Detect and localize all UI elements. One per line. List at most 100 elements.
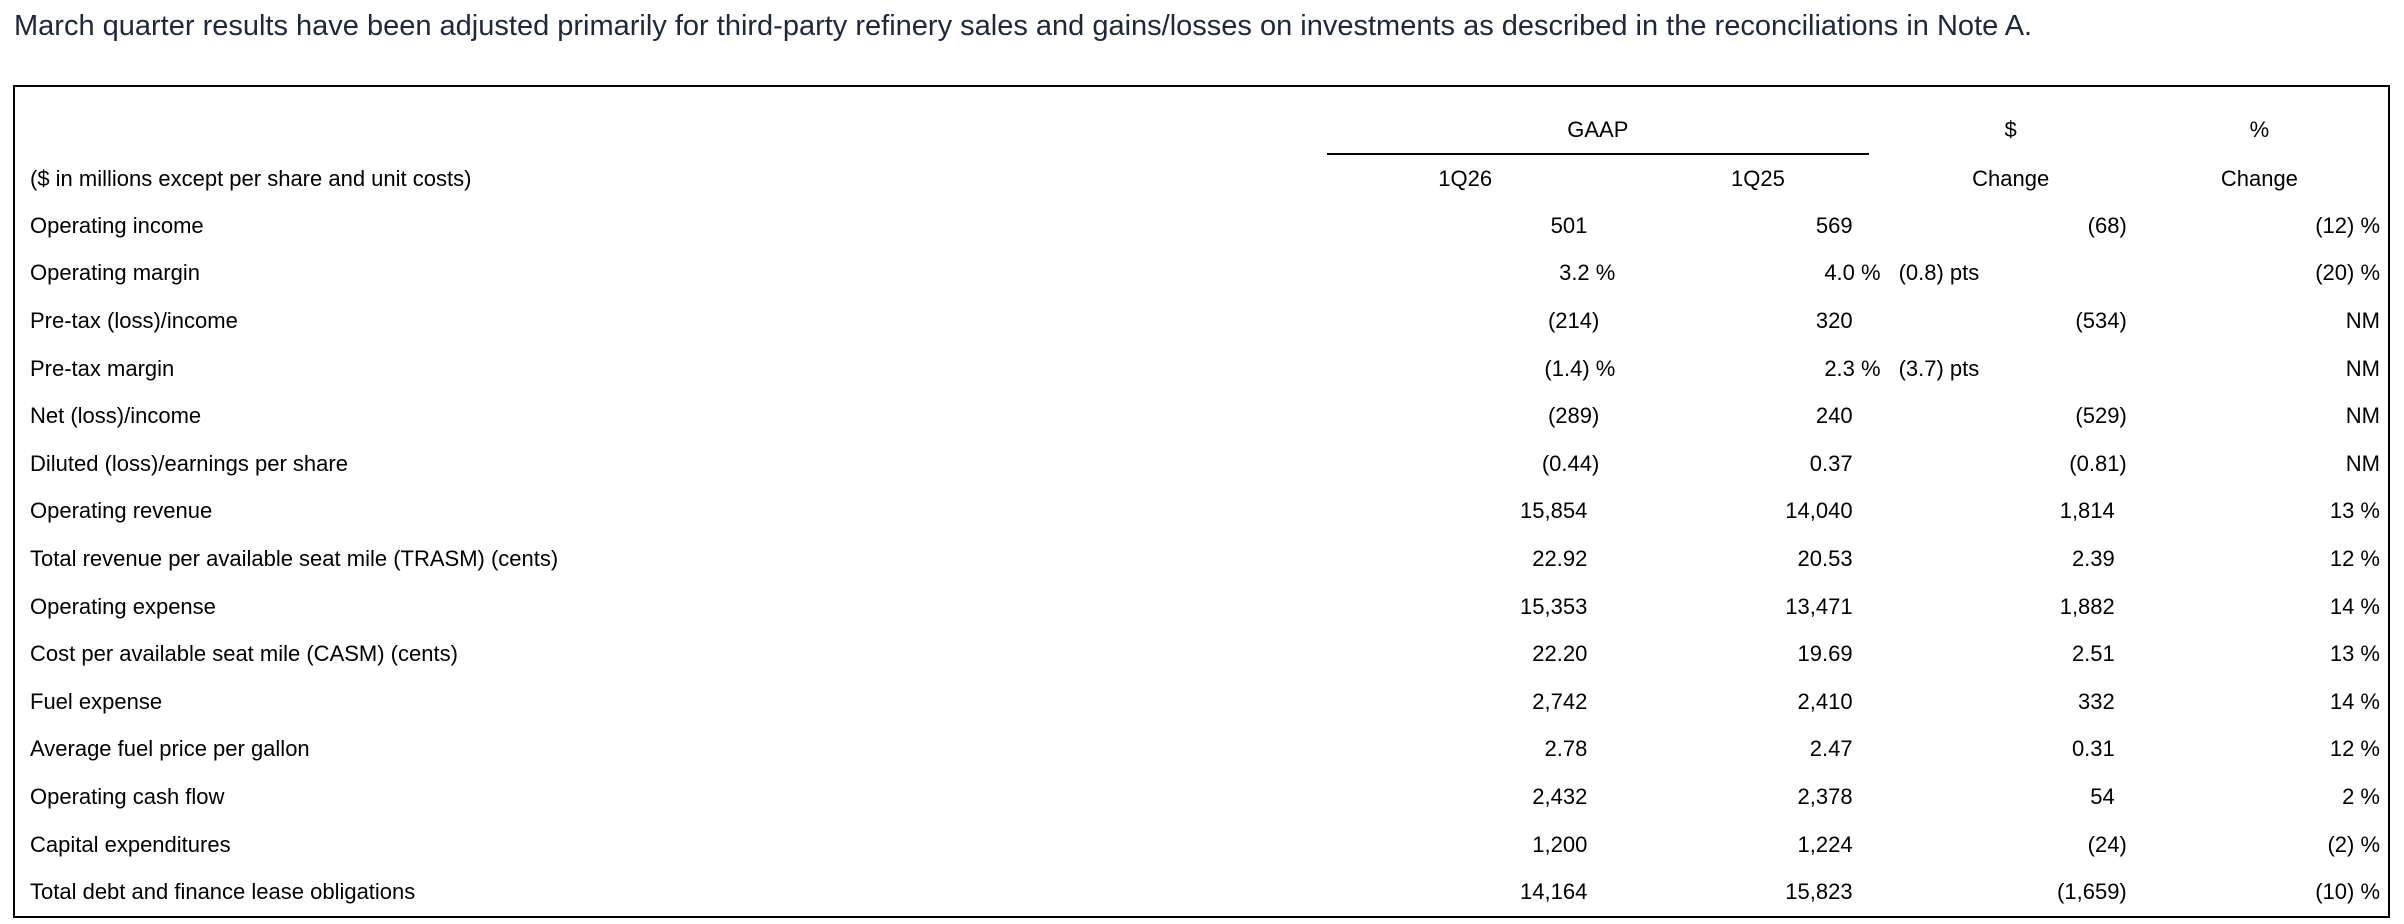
col-header-1q25: 1Q25 [1731, 165, 1785, 191]
cell-1q26: 22.20 [1532, 641, 1588, 667]
cell-dollar-change: (0.81) [2069, 450, 2127, 476]
cell-points-change [1891, 773, 2006, 821]
table-row: Operating cash flow 2,432 2,378 54 2 % [14, 773, 2389, 821]
cell-1q26: 2,432 [1532, 783, 1588, 809]
table-row: Net (loss)/income (289) 240 (529) NM [14, 392, 2389, 440]
table-row: Pre-tax (loss)/income (214) 320 (534) NM [14, 297, 2389, 345]
cell-percent-change: (20) % [2315, 260, 2380, 286]
table-row: Operating expense 15,353 13,471 1,882 14… [14, 583, 2389, 631]
dollar-group-header: $ [2004, 117, 2017, 142]
cell-points-change: (0.8) pts [1898, 260, 1980, 286]
cell-percent-change: NM [2345, 355, 2380, 381]
percent-group-header: % [2249, 117, 2270, 142]
cell-dollar-change [2006, 345, 2131, 393]
cell-points-change [1891, 726, 2006, 774]
table-row: Diluted (loss)/earnings per share (0.44)… [14, 440, 2389, 488]
cell-1q26: (289) [1547, 403, 1600, 429]
cell-points-change [1891, 297, 2006, 345]
row-label: Net (loss)/income [30, 403, 202, 429]
results-table: GAAP $ % ($ in millions except per share… [13, 85, 2390, 918]
col-header-1q26: 1Q26 [1438, 165, 1493, 191]
cell-1q26: 14,164 [1520, 879, 1588, 905]
cell-1q25: 1,224 [1797, 831, 1853, 857]
cell-dollar-change: (1,659) [2057, 879, 2127, 905]
table-row: Pre-tax margin (1.4) % 2.3 % (3.7) pts N… [14, 345, 2389, 393]
cell-percent-change: (12) % [2315, 212, 2380, 238]
cell-1q26: 15,854 [1520, 498, 1588, 524]
cell-percent-change: NM [2345, 307, 2380, 333]
cell-1q26: (0.44) [1541, 450, 1600, 476]
cell-points-change [1891, 202, 2006, 250]
cell-1q25: 320 [1815, 307, 1853, 333]
cell-points-change [1891, 583, 2006, 631]
table-row: Average fuel price per gallon 2.78 2.47 … [14, 726, 2389, 774]
cell-1q25: 20.53 [1797, 545, 1853, 571]
cell-1q26: 501 [1550, 212, 1588, 238]
cell-dollar-change: 1,882 [2059, 593, 2115, 619]
cell-percent-change: NM [2345, 403, 2380, 429]
row-label: Pre-tax margin [30, 355, 175, 381]
gaap-group-header: GAAP [1305, 86, 1891, 155]
row-label: Operating margin [30, 260, 200, 286]
cell-1q25: 2,410 [1797, 688, 1853, 714]
cell-1q25: 2.47 [1809, 736, 1853, 762]
cell-dollar-change: (534) [2075, 307, 2127, 333]
cell-1q25: 240 [1815, 403, 1853, 429]
cell-1q26: 22.92 [1532, 545, 1588, 571]
cell-dollar-change: 2.39 [2071, 545, 2115, 571]
row-label: Operating income [30, 212, 204, 238]
cell-dollar-change: 2.51 [2071, 641, 2115, 667]
cell-1q25: 14,040 [1785, 498, 1853, 524]
unit-label: ($ in millions except per share and unit… [30, 165, 472, 191]
row-label: Diluted (loss)/earnings per share [30, 450, 348, 476]
table-row: Operating margin 3.2 % 4.0 % (0.8) pts (… [14, 250, 2389, 298]
cell-points-change [1891, 630, 2006, 678]
gaap-group-label: GAAP [1327, 117, 1869, 155]
corner-cell [14, 86, 1305, 155]
cell-1q25: 2,378 [1797, 783, 1853, 809]
row-label: Operating revenue [30, 498, 213, 524]
cell-percent-change: 13 % [2329, 641, 2380, 667]
cell-points-change [1891, 821, 2006, 869]
cell-1q26: (1.4) % [1544, 355, 1616, 381]
cell-1q26: 1,200 [1532, 831, 1588, 857]
cell-percent-change: 12 % [2329, 545, 2380, 571]
row-label: Fuel expense [30, 688, 163, 714]
cell-1q25: 569 [1815, 212, 1853, 238]
cell-dollar-change: (24) [2087, 831, 2127, 857]
cell-dollar-change: (529) [2075, 403, 2127, 429]
table-header-row: ($ in millions except per share and unit… [14, 155, 2389, 202]
cell-1q26: 2.78 [1544, 736, 1588, 762]
row-label: Pre-tax (loss)/income [30, 307, 238, 333]
cell-percent-change: NM [2345, 450, 2380, 476]
table-body: Operating income 501 569 (68) (12) % Ope… [14, 202, 2389, 917]
row-label: Average fuel price per gallon [30, 736, 310, 762]
cell-percent-change: 14 % [2329, 593, 2380, 619]
row-label: Cost per available seat mile (CASM) (cen… [30, 641, 458, 667]
cell-points-change [1891, 535, 2006, 583]
cell-points-change [1891, 868, 2006, 917]
cell-1q25: 4.0 % [1824, 260, 1881, 286]
cell-dollar-change: 1,814 [2059, 498, 2115, 524]
row-label: Capital expenditures [30, 831, 231, 857]
row-label: Operating expense [30, 593, 216, 619]
cell-1q26: 15,353 [1520, 593, 1588, 619]
cell-points-change [1891, 392, 2006, 440]
cell-percent-change: (10) % [2315, 879, 2380, 905]
cell-1q26: (214) [1547, 307, 1600, 333]
note-text: March quarter results have been adjusted… [14, 10, 2033, 42]
cell-points-change [1891, 488, 2006, 536]
cell-1q26: 3.2 % [1559, 260, 1616, 286]
table-row: Cost per available seat mile (CASM) (cen… [14, 630, 2389, 678]
cell-1q25: 13,471 [1785, 593, 1853, 619]
cell-dollar-change: 0.31 [2071, 736, 2115, 762]
table-row: Total revenue per available seat mile (T… [14, 535, 2389, 583]
cell-points-change: (3.7) pts [1898, 355, 1980, 381]
cell-percent-change: 2 % [2342, 783, 2380, 809]
row-label: Total debt and finance lease obligations [30, 879, 416, 905]
cell-percent-change: (2) % [2327, 831, 2380, 857]
cell-dollar-change: 54 [2090, 783, 2115, 809]
table-row: Operating revenue 15,854 14,040 1,814 13… [14, 488, 2389, 536]
cell-1q26: 2,742 [1532, 688, 1588, 714]
